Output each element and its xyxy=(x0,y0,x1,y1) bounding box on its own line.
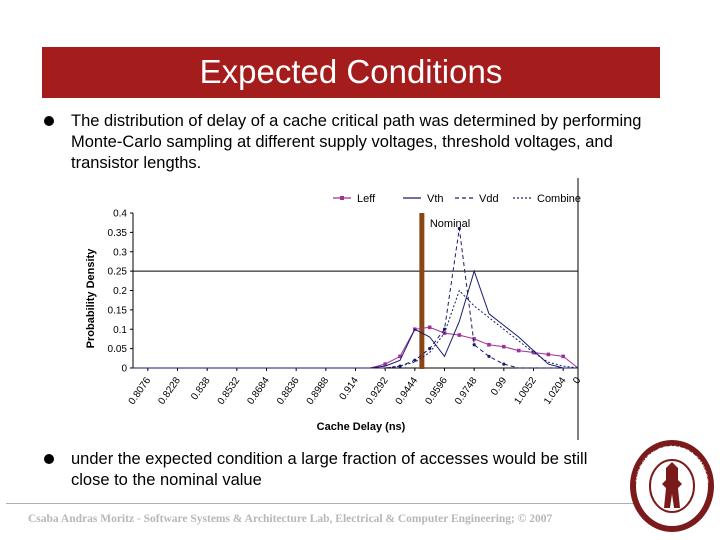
title-bar: Expected Conditions xyxy=(42,47,660,98)
data-point-leff xyxy=(517,349,521,353)
slide-title: Expected Conditions xyxy=(42,53,660,91)
bullet-1-text: The distribution of delay of a cache cri… xyxy=(71,111,644,174)
chart-legend: Leff Vth Vdd Combine xyxy=(333,193,581,205)
x-tick-label: 0.8684 xyxy=(245,375,272,407)
bullet-2-text: under the expected condition a large fra… xyxy=(71,449,624,491)
y-tick-label: 0.4 xyxy=(113,209,127,220)
x-tick-label: 1.0204 xyxy=(542,375,569,407)
bullet-2: under the expected condition a large fra… xyxy=(44,449,624,493)
data-point-leff xyxy=(561,355,565,359)
y-tick-label: 0.2 xyxy=(113,286,127,297)
footer-credit: Csaba Andras Moritz - Software Systems &… xyxy=(28,513,552,525)
y-tick-label: 0.35 xyxy=(108,228,128,239)
data-point-vdd xyxy=(502,363,505,366)
nominal-annotation: Nominal xyxy=(430,218,470,230)
x-tick-label: 0.8532 xyxy=(216,375,243,407)
x-tick-label: 1.0052 xyxy=(512,375,539,407)
x-tick-label: 0.8988 xyxy=(305,375,332,407)
series-line-leff xyxy=(133,327,578,368)
legend-marker xyxy=(340,196,344,200)
x-tick-label: 0.9444 xyxy=(394,375,421,407)
bullet-dot-icon xyxy=(44,116,54,126)
legend-label: Vdd xyxy=(479,193,499,205)
legend-label: Leff xyxy=(357,193,376,205)
delay-distribution-chart: Leff Vth Vdd Combine 0 0.05 0.1 0.15 0.2 0.25 0.3… xyxy=(78,178,588,440)
nominal-marker xyxy=(419,213,424,369)
data-point-leff xyxy=(487,343,491,347)
data-point-leff xyxy=(458,333,462,337)
y-tick-label: 0.1 xyxy=(113,325,127,336)
x-tick-label: 0.914 xyxy=(338,375,362,402)
y-tick-label: 0.05 xyxy=(108,344,128,355)
university-seal-logo: UNIVERSITY OF MASSACHUSETTS AMHERST 1863 xyxy=(628,434,716,534)
bullet-dot-icon xyxy=(44,454,54,464)
data-point-vdd xyxy=(413,359,416,362)
x-tick-label: 0.9748 xyxy=(453,375,480,407)
legend-label: Combine xyxy=(537,193,581,205)
x-tick-label: 0.9292 xyxy=(364,375,391,407)
bullet-1: The distribution of delay of a cache cri… xyxy=(44,111,644,174)
data-point-leff xyxy=(547,353,551,357)
y-tick-label: 0.3 xyxy=(113,247,127,258)
data-point-leff xyxy=(502,345,506,349)
x-tick-label: 0.99 xyxy=(489,375,509,398)
plot-area: 00.050.10.150.20.250.30.350.400.8076 0.82… xyxy=(108,178,584,440)
series-line-vdd xyxy=(133,229,578,369)
x-tick-label: 0.9596 xyxy=(423,375,450,407)
x-axis-label: Cache Delay (ns) xyxy=(317,421,406,433)
x-tick-label: 0 xyxy=(571,375,583,386)
footer-divider xyxy=(6,503,648,504)
series-line-combine xyxy=(133,291,578,369)
data-point-vdd xyxy=(473,343,476,346)
data-point-vdd xyxy=(487,355,490,358)
series-line-vth xyxy=(133,271,578,368)
data-point-vdd xyxy=(428,347,431,350)
y-axis-label: Probability Density xyxy=(85,248,97,349)
legend-label: Vth xyxy=(427,193,444,205)
data-point-leff xyxy=(428,326,432,330)
x-tick-label: 0.8076 xyxy=(127,375,154,407)
y-tick-label: 0 xyxy=(121,364,127,375)
x-tick-label: 0.8836 xyxy=(275,375,302,407)
x-tick-label: 0.838 xyxy=(189,375,213,402)
y-tick-label: 0.25 xyxy=(108,267,128,278)
y-tick-label: 0.15 xyxy=(108,305,128,316)
data-point-leff xyxy=(472,337,476,341)
x-tick-label: 0.8228 xyxy=(156,375,183,407)
